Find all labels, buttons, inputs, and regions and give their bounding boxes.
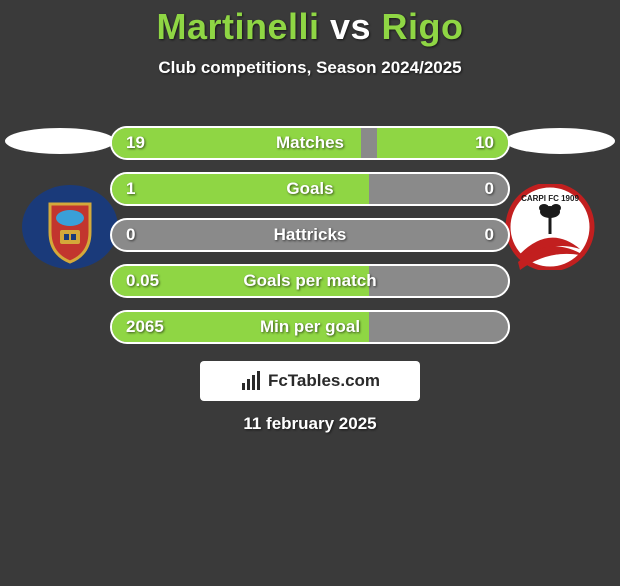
vs-text: vs — [320, 6, 382, 47]
brand-pill: FcTables.com — [200, 361, 420, 401]
right-bar — [377, 128, 508, 158]
player1-name: Martinelli — [156, 6, 319, 47]
stat-right-value: 0 — [485, 174, 494, 204]
stats-container: 19Matches101Goals00Hattricks00.05Goals p… — [110, 126, 510, 356]
left-bar — [112, 174, 369, 204]
stat-row: 1Goals0 — [110, 172, 510, 206]
player2-name: Rigo — [382, 6, 464, 47]
date-text: 11 february 2025 — [0, 414, 620, 434]
left-badge-shadow — [5, 128, 115, 154]
stat-row: 19Matches10 — [110, 126, 510, 160]
subtitle: Club competitions, Season 2024/2025 — [0, 58, 620, 78]
stat-row: 0Hattricks0 — [110, 218, 510, 252]
left-bar — [112, 266, 369, 296]
left-bar — [112, 312, 369, 342]
chart-icon — [240, 370, 262, 392]
stat-left-value: 0 — [126, 220, 135, 250]
right-badge-shadow — [505, 128, 615, 154]
page-title: Martinelli vs Rigo — [0, 6, 620, 48]
stat-right-value: 0 — [485, 220, 494, 250]
right-badge-text: CARPI FC 1909 — [521, 194, 579, 203]
right-club-badge: CARPI FC 1909 — [500, 184, 600, 270]
left-bar — [112, 128, 361, 158]
left-club-badge — [20, 184, 120, 270]
stat-label: Hattricks — [112, 220, 508, 250]
brand-text: FcTables.com — [268, 371, 380, 391]
stat-row: 0.05Goals per match — [110, 264, 510, 298]
stat-row: 2065Min per goal — [110, 310, 510, 344]
